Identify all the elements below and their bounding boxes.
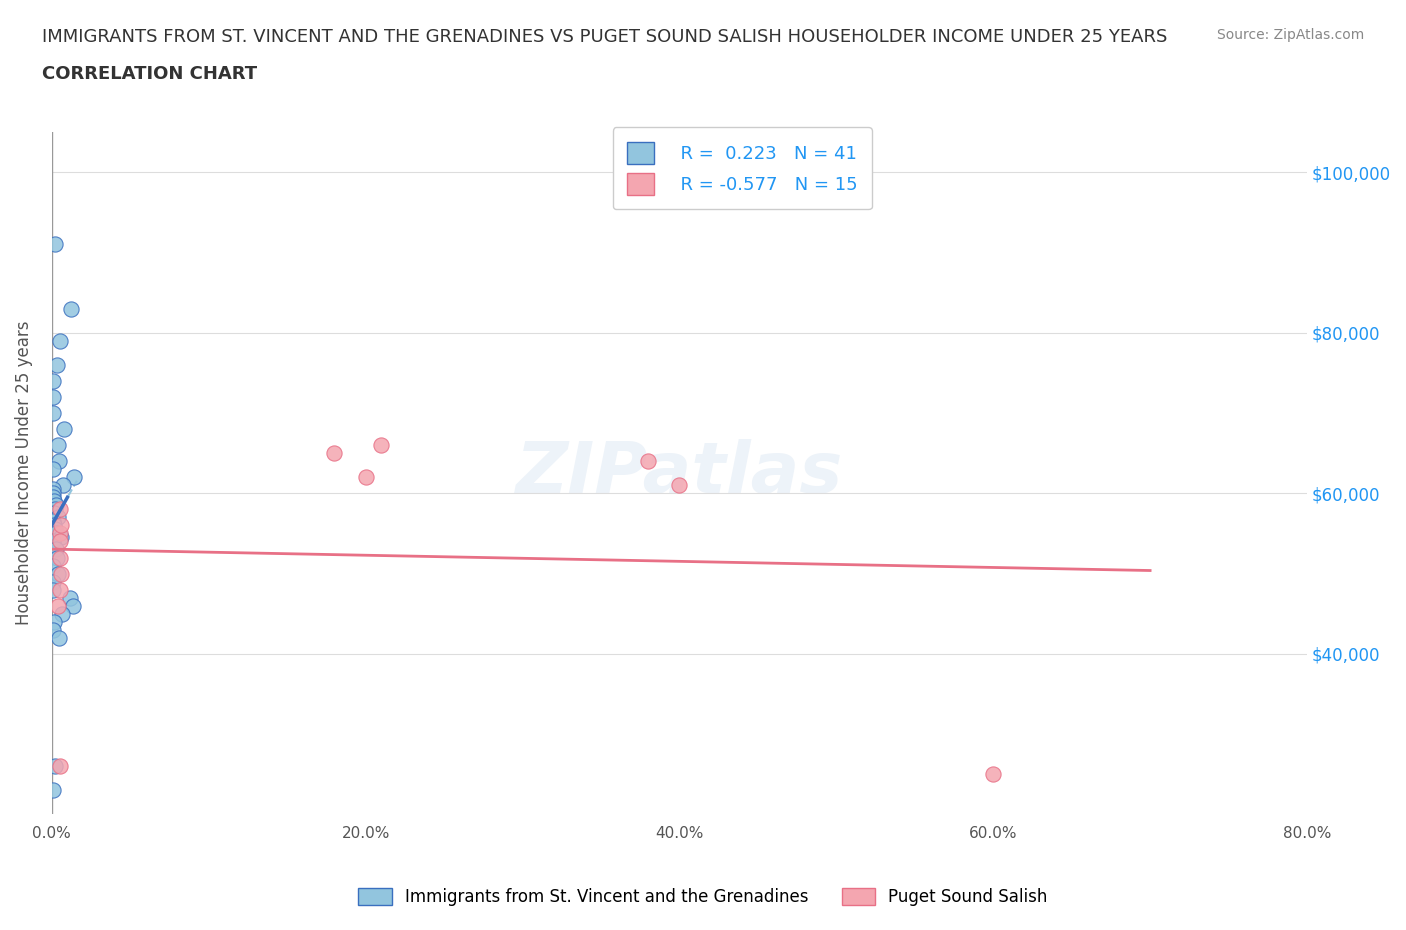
Y-axis label: Householder Income Under 25 years: Householder Income Under 25 years — [15, 321, 32, 626]
Point — [46, 566, 69, 581]
Point — [44, 502, 66, 517]
Point — [354, 470, 377, 485]
Point — [46, 510, 69, 525]
Point — [42, 615, 65, 630]
Point — [46, 438, 69, 453]
Point — [62, 598, 84, 613]
Point — [44, 237, 66, 252]
Point — [42, 490, 65, 505]
Text: IMMIGRANTS FROM ST. VINCENT AND THE GRENADINES VS PUGET SOUND SALISH HOUSEHOLDER: IMMIGRANTS FROM ST. VINCENT AND THE GREN… — [42, 28, 1167, 46]
Point — [42, 482, 65, 497]
Point — [51, 530, 73, 545]
Point — [42, 518, 65, 533]
Point — [46, 550, 69, 565]
Point — [42, 574, 65, 589]
Point — [42, 405, 65, 420]
Point — [45, 542, 67, 557]
Text: ZIPatlas: ZIPatlas — [516, 439, 844, 508]
Point — [48, 582, 70, 597]
Point — [637, 454, 659, 469]
Point — [323, 445, 346, 460]
Point — [42, 622, 65, 637]
Point — [51, 606, 73, 621]
Point — [59, 301, 82, 316]
Text: CORRELATION CHART: CORRELATION CHART — [42, 65, 257, 83]
Legend: Immigrants from St. Vincent and the Grenadines, Puget Sound Salish: Immigrants from St. Vincent and the Gren… — [352, 881, 1054, 912]
Point — [668, 478, 690, 493]
Point — [42, 582, 65, 597]
Point — [46, 357, 69, 372]
Point — [48, 759, 70, 774]
Point — [44, 522, 66, 537]
Point — [42, 514, 65, 529]
Point — [48, 631, 70, 645]
Point — [42, 390, 65, 405]
Point — [42, 506, 65, 521]
Point — [62, 470, 84, 485]
Point — [42, 494, 65, 509]
Point — [51, 566, 73, 581]
Point — [59, 591, 82, 605]
Point — [42, 783, 65, 798]
Legend:   R =  0.223   N = 41,   R = -0.577   N = 15: R = 0.223 N = 41, R = -0.577 N = 15 — [613, 127, 872, 209]
Point — [45, 526, 67, 541]
Point — [981, 767, 1004, 782]
Point — [48, 526, 70, 541]
Point — [42, 485, 65, 500]
Point — [42, 558, 65, 573]
Point — [44, 759, 66, 774]
Point — [42, 374, 65, 389]
Point — [48, 550, 70, 565]
Point — [42, 461, 65, 476]
Point — [52, 478, 75, 493]
Point — [53, 421, 76, 436]
Point — [48, 534, 70, 549]
Point — [49, 333, 72, 348]
Text: Source: ZipAtlas.com: Source: ZipAtlas.com — [1216, 28, 1364, 42]
Point — [42, 534, 65, 549]
Point — [45, 498, 67, 512]
Point — [48, 502, 70, 517]
Point — [46, 598, 69, 613]
Point — [51, 518, 73, 533]
Point — [48, 454, 70, 469]
Point — [370, 438, 392, 453]
